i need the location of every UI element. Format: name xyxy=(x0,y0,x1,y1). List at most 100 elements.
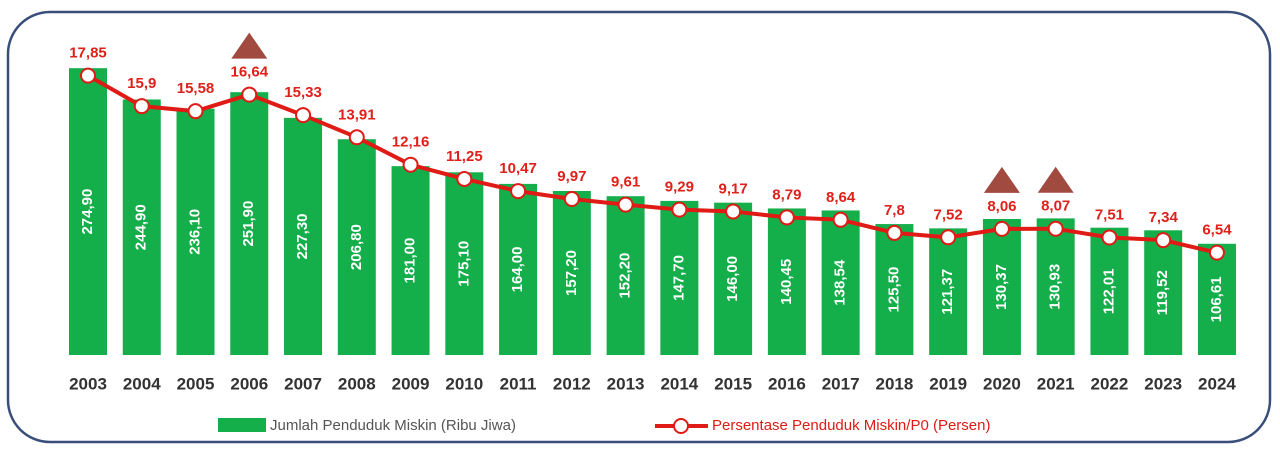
x-tick-label: 2009 xyxy=(392,374,430,393)
line-value-label: 8,79 xyxy=(772,186,801,203)
line-point xyxy=(993,220,1010,237)
x-tick-label: 2017 xyxy=(822,374,860,393)
bar-value-label: 251,90 xyxy=(240,201,257,247)
increase-marker xyxy=(983,166,1020,193)
legend-swatch xyxy=(218,418,266,432)
bar-value-label: 140,45 xyxy=(778,259,795,305)
x-tick-label: 2024 xyxy=(1198,374,1236,393)
line-point xyxy=(510,183,527,200)
line-value-label: 12,16 xyxy=(392,134,430,151)
line-point xyxy=(1101,229,1118,246)
line-value-label: 9,61 xyxy=(611,174,640,191)
bar xyxy=(982,218,1021,355)
bar xyxy=(552,190,591,355)
line-point xyxy=(402,156,419,173)
line-value-label: 7,34 xyxy=(1149,209,1179,226)
line-point xyxy=(563,190,580,207)
line xyxy=(87,73,1218,255)
bar xyxy=(660,200,699,355)
bar-value-label: 121,37 xyxy=(939,269,956,315)
x-tick-label: 2023 xyxy=(1144,374,1182,393)
x-tick-label: 2003 xyxy=(69,374,107,393)
bar-value-label: 274,90 xyxy=(79,189,96,235)
line-value-label: 11,25 xyxy=(446,148,483,165)
x-tick-label: 2018 xyxy=(875,374,913,393)
bar-value-label: 138,54 xyxy=(832,259,849,306)
x-tick-label: 2014 xyxy=(660,374,698,393)
bar xyxy=(284,117,323,355)
line-point xyxy=(617,196,634,213)
line-value-label: 7,51 xyxy=(1095,206,1124,223)
line-value-label: 8,06 xyxy=(987,198,1016,215)
x-tick-label: 2004 xyxy=(123,374,161,393)
bar-value-label: 130,37 xyxy=(993,264,1010,310)
bar xyxy=(1197,243,1236,355)
bar-value-label: 244,90 xyxy=(133,204,150,250)
line-point xyxy=(725,203,742,220)
bar xyxy=(1144,230,1183,355)
line-point xyxy=(187,103,204,120)
x-tick-label: 2021 xyxy=(1037,374,1075,393)
bar-value-label: 175,10 xyxy=(455,241,472,287)
bar-value-label: 227,30 xyxy=(294,213,311,259)
bar xyxy=(1036,218,1075,355)
line-value-label: 9,17 xyxy=(719,180,748,197)
line-point xyxy=(348,129,365,146)
line-value-label: 15,33 xyxy=(284,84,322,101)
line-value-label: 9,29 xyxy=(665,179,694,196)
x-tick-label: 2006 xyxy=(230,374,268,393)
bar-value-label: 122,01 xyxy=(1100,268,1117,314)
line-point xyxy=(671,201,688,218)
line-value-label: 15,9 xyxy=(127,75,156,92)
x-tick-label: 2013 xyxy=(607,374,645,393)
line-point xyxy=(295,107,312,124)
legend-swatch xyxy=(673,418,689,434)
line-point xyxy=(1047,220,1064,237)
line-value-label: 7,52 xyxy=(934,206,963,223)
line-point xyxy=(1155,232,1172,249)
x-tick-label: 2008 xyxy=(338,374,376,393)
x-tick-label: 2007 xyxy=(284,374,322,393)
line-point xyxy=(80,67,96,84)
bar-value-label: 206,80 xyxy=(348,224,365,270)
x-tick-label: 2012 xyxy=(553,374,591,393)
bar-value-label: 146,00 xyxy=(724,256,741,302)
x-tick-label: 2011 xyxy=(500,374,537,393)
x-tick-label: 2020 xyxy=(983,374,1021,393)
bar-value-label: 119,52 xyxy=(1154,270,1171,315)
bar xyxy=(929,228,968,355)
bar xyxy=(1090,227,1129,355)
line-point xyxy=(456,170,473,187)
bar xyxy=(445,172,484,355)
line-value-label: 13,91 xyxy=(338,106,376,123)
bar xyxy=(230,92,269,356)
frame xyxy=(6,10,1272,444)
legend-label: Jumlah Penduduk Miskin (Ribu Jiwa) xyxy=(270,417,516,434)
line-value-label: 8,07 xyxy=(1041,198,1070,215)
bar-value-label: 157,20 xyxy=(563,250,580,296)
x-tick-label: 2022 xyxy=(1091,374,1129,393)
line-point xyxy=(886,224,903,241)
bar xyxy=(69,68,107,355)
bar xyxy=(391,166,430,355)
line-point xyxy=(1208,244,1225,261)
x-tick-label: 2015 xyxy=(714,374,752,393)
bar xyxy=(122,99,161,355)
x-tick-label: 2019 xyxy=(929,374,967,393)
line-value-label: 6,54 xyxy=(1202,222,1232,239)
bar xyxy=(821,210,860,355)
line-point xyxy=(832,211,849,228)
bar xyxy=(875,224,914,355)
line-value-label: 9,97 xyxy=(557,168,586,185)
x-tick-label: 2016 xyxy=(768,374,806,393)
x-tick-label: 2005 xyxy=(177,374,215,393)
bar-value-label: 152,20 xyxy=(617,253,634,299)
bar xyxy=(337,139,376,355)
line-point xyxy=(940,229,957,246)
bar xyxy=(176,108,215,355)
bar-value-label: 130,93 xyxy=(1047,264,1064,310)
bar-value-label: 147,70 xyxy=(670,255,687,301)
bar-value-label: 164,00 xyxy=(509,247,526,293)
bar-value-label: 106,61 xyxy=(1208,276,1225,322)
